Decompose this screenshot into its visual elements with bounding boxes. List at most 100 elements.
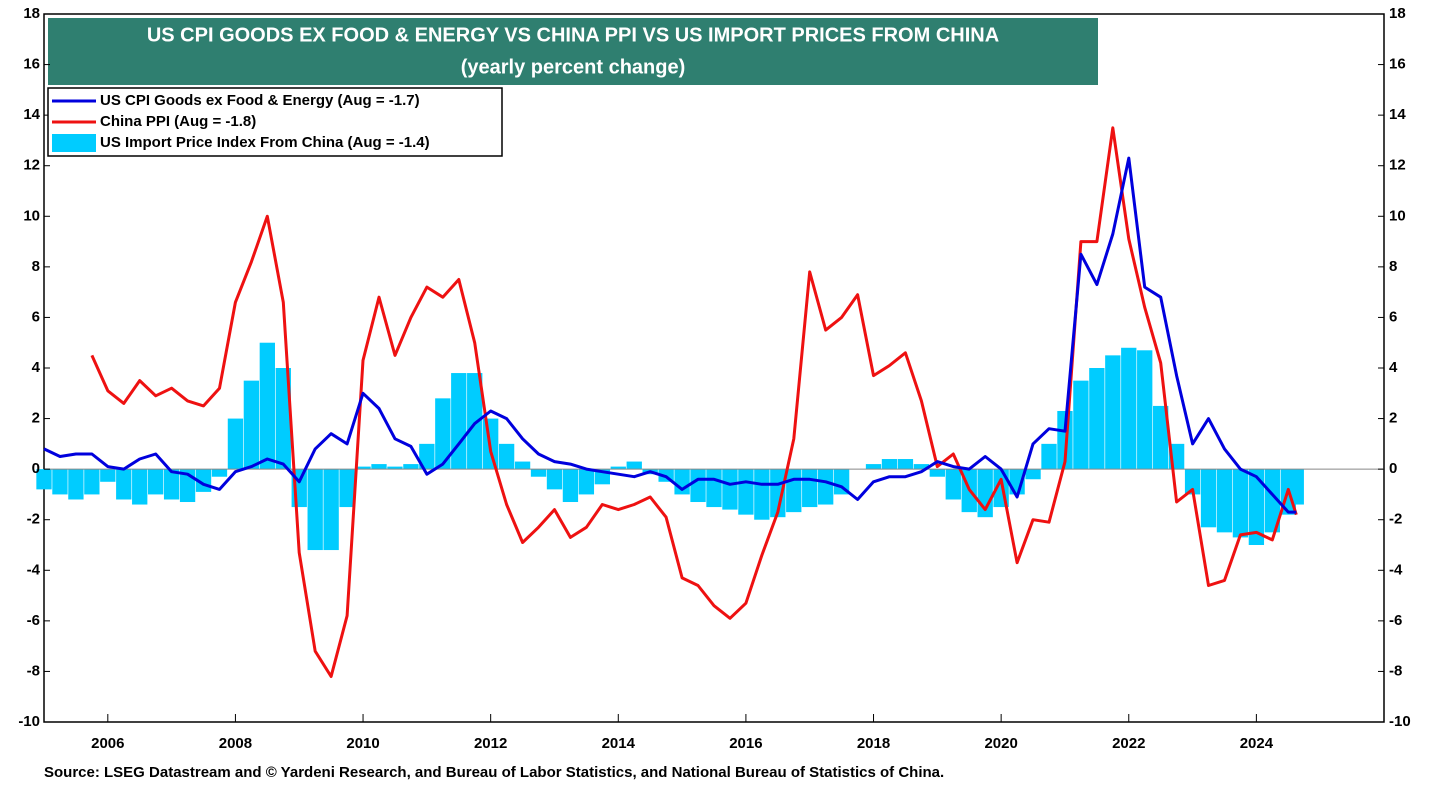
- y-tick-label: 18: [23, 5, 40, 22]
- x-tick-label: 2022: [1112, 735, 1145, 752]
- bar: [419, 443, 435, 470]
- x-tick-label: 2016: [729, 735, 762, 752]
- y2-tick-label: -6: [1389, 612, 1402, 629]
- title-box: [48, 18, 1098, 85]
- x-tick-label: 2008: [219, 735, 252, 752]
- bar: [514, 461, 531, 470]
- bar: [307, 469, 323, 551]
- y-tick-label: 10: [23, 207, 40, 224]
- bar: [116, 469, 132, 500]
- bar: [706, 469, 722, 508]
- y2-tick-label: 0: [1389, 460, 1397, 477]
- bar: [1073, 380, 1089, 470]
- bar: [897, 459, 914, 470]
- y2-tick-label: -4: [1389, 561, 1403, 578]
- bar: [1248, 469, 1265, 545]
- chart-subtitle: (yearly percent change): [461, 56, 686, 78]
- bar: [818, 469, 834, 505]
- bar: [786, 469, 802, 513]
- series-line: [43, 156, 1297, 514]
- bar: [913, 464, 930, 470]
- bar: [36, 469, 52, 490]
- bar: [323, 469, 339, 551]
- bar: [754, 469, 770, 520]
- y2-tick-label: -10: [1389, 713, 1411, 730]
- y2-tick-label: -2: [1389, 511, 1402, 528]
- y-tick-label: 0: [32, 460, 40, 477]
- y-tick-label: 2: [32, 410, 40, 427]
- legend-label: US Import Price Index From China (Aug = …: [100, 134, 430, 151]
- y-tick-label: 6: [32, 308, 40, 325]
- y-tick-label: -10: [18, 713, 40, 730]
- y2-tick-label: 4: [1389, 359, 1398, 376]
- y2-tick-label: -8: [1389, 662, 1402, 679]
- y-tick-label: 16: [23, 56, 40, 73]
- bar: [802, 469, 818, 508]
- bar: [945, 469, 961, 500]
- bar: [1153, 405, 1169, 470]
- bar: [1216, 469, 1233, 533]
- bar: [1041, 443, 1057, 470]
- bar: [355, 466, 371, 470]
- bar: [1137, 350, 1153, 470]
- y2-tick-label: 10: [1389, 207, 1406, 224]
- y2-tick-label: 2: [1389, 410, 1397, 427]
- bar: [562, 469, 579, 503]
- series-line: [90, 126, 1298, 678]
- y2-tick-label: 14: [1389, 106, 1406, 123]
- y-tick-label: -6: [27, 612, 40, 629]
- y2-tick-label: 12: [1389, 157, 1406, 174]
- bar: [467, 373, 483, 470]
- y2-tick-label: 16: [1389, 56, 1406, 73]
- bar: [610, 466, 626, 470]
- x-tick-label: 2010: [346, 735, 379, 752]
- bar: [1232, 469, 1249, 538]
- bar: [371, 464, 387, 470]
- bar: [403, 464, 419, 470]
- bar: [530, 469, 547, 477]
- bar: [1089, 368, 1105, 470]
- bar: [578, 469, 595, 495]
- legend-swatch: [52, 134, 96, 152]
- bar: [738, 469, 754, 515]
- y-tick-label: -4: [27, 561, 41, 578]
- y2-tick-label: 8: [1389, 258, 1397, 275]
- bar: [498, 443, 515, 470]
- bar: [881, 459, 898, 470]
- bar: [722, 469, 738, 510]
- bar: [163, 469, 180, 500]
- bar: [259, 342, 275, 470]
- bar: [546, 469, 563, 490]
- bar: [52, 469, 68, 495]
- bar: [68, 469, 84, 500]
- y-tick-label: 14: [23, 106, 40, 123]
- source-note: Source: LSEG Datastream and © Yardeni Re…: [44, 764, 944, 781]
- bar: [435, 398, 451, 470]
- bar: [1288, 469, 1304, 505]
- bar: [243, 380, 260, 470]
- bar: [1184, 469, 1201, 495]
- bar: [227, 418, 244, 470]
- x-tick-label: 2006: [91, 735, 124, 752]
- y-tick-label: -8: [27, 662, 40, 679]
- y-tick-label: 8: [32, 258, 40, 275]
- bar: [84, 469, 100, 495]
- legend-label: China PPI (Aug = -1.8): [100, 113, 256, 130]
- bar: [626, 461, 642, 470]
- bar: [339, 469, 355, 508]
- bar: [929, 469, 945, 477]
- plot-layer: [36, 126, 1384, 678]
- bar: [1200, 469, 1217, 528]
- bar: [865, 464, 882, 470]
- bar: [387, 466, 403, 470]
- bar: [1264, 469, 1280, 533]
- y-tick-label: 4: [32, 359, 41, 376]
- x-tick-label: 2020: [984, 735, 1017, 752]
- bar: [451, 373, 467, 470]
- bar: [275, 368, 291, 470]
- bar: [1105, 355, 1121, 470]
- legend-label: US CPI Goods ex Food & Energy (Aug = -1.…: [100, 92, 420, 109]
- bar: [770, 469, 786, 518]
- bar: [100, 469, 116, 482]
